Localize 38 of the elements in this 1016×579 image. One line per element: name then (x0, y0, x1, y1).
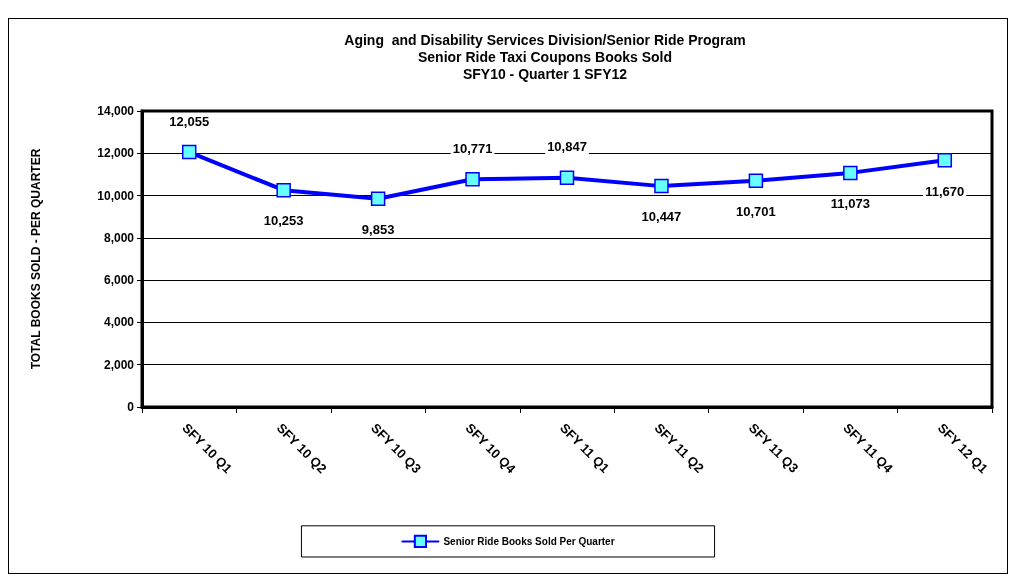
x-tick-label: SFY 10 Q2 (273, 420, 330, 477)
x-tick-label: SFY 12 Q1 (934, 420, 991, 477)
point (465, 172, 480, 187)
x-tick-label: SFY 11 Q3 (745, 420, 802, 476)
y-tick-label: 12,000 (97, 146, 135, 161)
point (748, 173, 764, 188)
data-label: 10,253 (263, 213, 304, 229)
y-tick-label: 2,000 (103, 357, 135, 372)
data-label: 10,447 (641, 209, 682, 225)
x-tick-label: SFY 11 Q1 (557, 420, 613, 476)
point (654, 178, 669, 194)
y-axis-title: TOTAL BOOKS SOLD - PER QUARTER (29, 148, 43, 370)
point (276, 182, 291, 198)
data-label: 10,847 (547, 139, 587, 155)
data-label: 11,073 (830, 196, 870, 212)
x-tick-label: SFY 10 Q4 (462, 420, 520, 477)
data-label: 10,771 (452, 141, 493, 157)
y-tick-label: 6,000 (103, 273, 135, 288)
data-label: 11,670 (925, 183, 965, 199)
x-tick-label: SFY 10 Q3 (368, 420, 425, 477)
legend-label: Senior Ride Books Sold Per Quarter (443, 535, 615, 547)
point (843, 165, 858, 181)
point (181, 144, 197, 160)
point (937, 153, 953, 168)
point (559, 170, 575, 185)
y-tick-label: 4,000 (103, 315, 135, 330)
data-label: 12,055 (169, 113, 210, 129)
data-label: 10,701 (736, 204, 776, 219)
chart-title: Aging and Disability Services Division/Senior Ride Program Senior Ride Taxi Coupons Books Sold SFY10 - Quarter 1 SFY12 (344, 31, 746, 82)
y-tick-label: 8,000 (103, 230, 135, 245)
x-tick-label: SFY 11 Q4 (840, 420, 897, 477)
y-tick-label: 0 (127, 400, 135, 414)
x-tick-label: SFY 10 Q1 (179, 420, 236, 477)
y-tick-label: 14,000 (97, 104, 135, 118)
x-tick-label: SFY 11 Q2 (651, 420, 707, 476)
y-tick-label: 10,000 (97, 188, 135, 203)
data-label: 9,853 (361, 221, 395, 237)
point (370, 191, 386, 206)
